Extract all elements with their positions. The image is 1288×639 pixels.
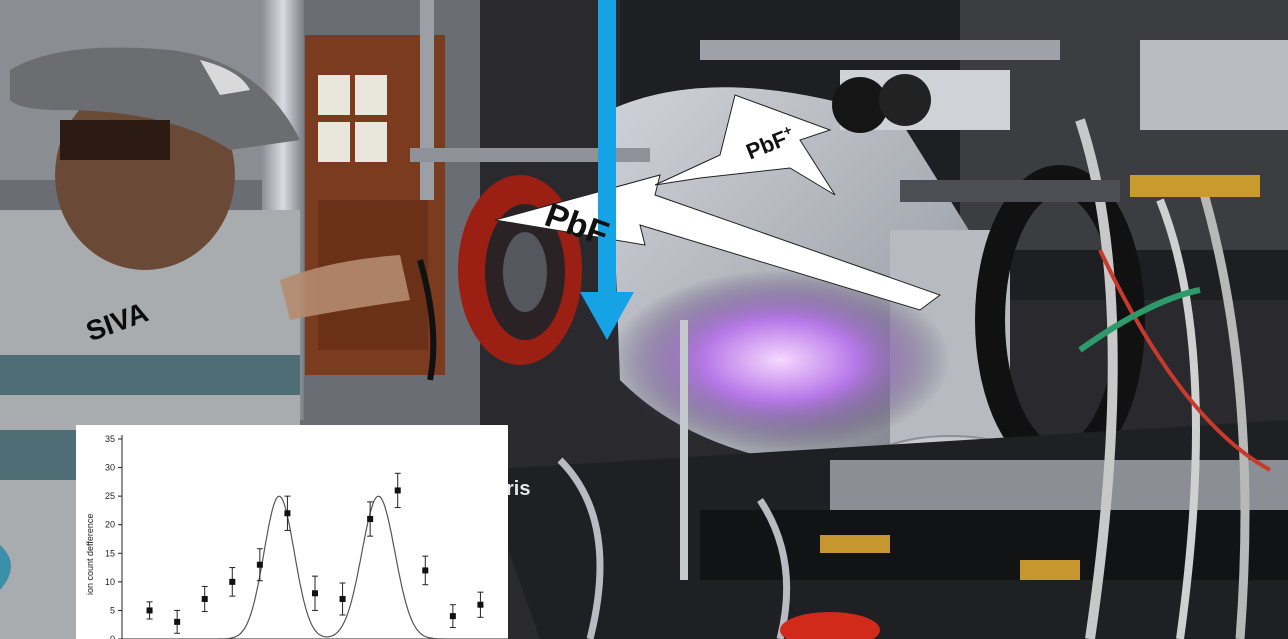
data-point (367, 516, 374, 522)
data-point (256, 561, 263, 568)
data-point (174, 618, 181, 625)
y-tick-label: 5 (110, 605, 115, 615)
data-point (229, 578, 236, 585)
y-tick-label: 20 (105, 520, 115, 530)
y-tick-label: 30 (105, 463, 115, 473)
data-point (284, 510, 291, 517)
data-point (312, 590, 318, 597)
plasma-glow (610, 270, 950, 450)
data-point (339, 596, 346, 602)
y-tick-label: 25 (105, 491, 115, 501)
laser-beam-arrow (580, 0, 634, 340)
y-tick-label: 10 (105, 577, 115, 587)
data-point (449, 613, 456, 620)
data-point (422, 567, 429, 574)
data-points (146, 472, 484, 634)
ion-count-chart: 0 5 10 15 20 25 30 35 ion count defference (85, 434, 508, 639)
data-point (394, 487, 401, 494)
ion-count-plot: 0 5 10 15 20 25 30 35 ion count defference (76, 425, 508, 639)
fit-curve-line (127, 495, 497, 639)
y-ticks: 0 5 10 15 20 25 30 35 (105, 434, 122, 639)
data-point (146, 607, 153, 614)
y-tick-label: 35 (105, 434, 115, 444)
label-partial-text: ris (506, 478, 531, 500)
pbf-ion-arrow (654, 94, 836, 196)
y-tick-label: 0 (110, 634, 115, 639)
data-point (201, 596, 208, 602)
y-tick-label: 15 (105, 548, 115, 558)
data-point (477, 601, 484, 608)
y-axis-title: ion count defference (85, 514, 95, 595)
